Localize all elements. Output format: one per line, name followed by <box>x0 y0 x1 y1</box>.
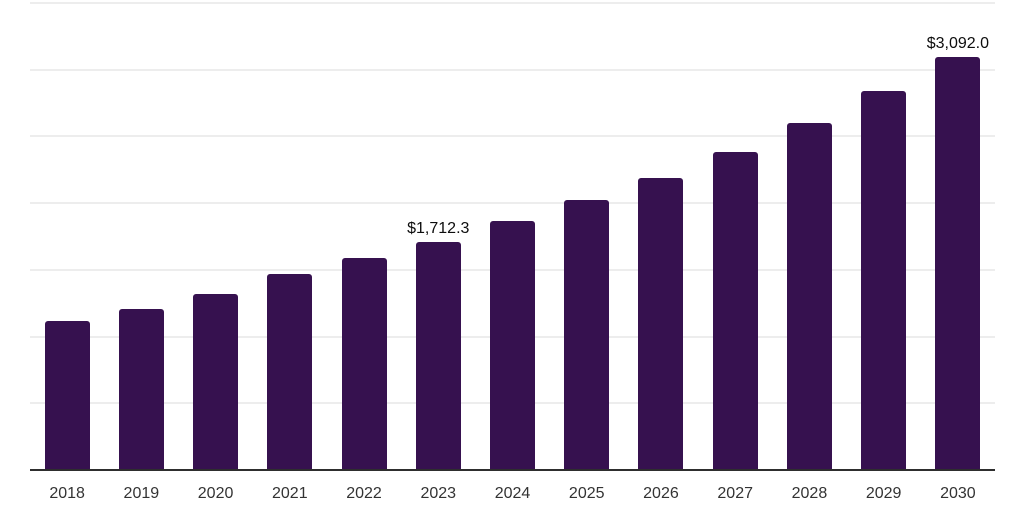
x-tick-label-2020: 2020 <box>197 485 234 502</box>
x-axis-baseline <box>30 469 995 471</box>
bar-2027 <box>712 151 758 470</box>
bar-2026 <box>638 177 684 470</box>
x-tick-label-2021: 2021 <box>272 485 308 502</box>
bar-2022 <box>341 257 387 470</box>
bar-2030 <box>935 57 981 470</box>
x-tick-label-2027: 2027 <box>717 485 753 502</box>
bar-2024 <box>490 221 535 470</box>
x-tick-label-2023: 2023 <box>420 485 457 502</box>
x-tick-label-2018: 2018 <box>49 485 85 502</box>
x-tick-label-2022: 2022 <box>346 485 382 502</box>
x-tick-label-2019: 2019 <box>123 485 160 502</box>
bar-2023 <box>415 241 461 470</box>
bar-2029 <box>861 90 907 470</box>
data-label-2030: $3,092.0 <box>926 35 990 53</box>
x-tick-label-2026: 2026 <box>643 485 679 502</box>
x-tick-label-2025: 2025 <box>568 485 605 502</box>
bar-2019 <box>118 308 164 470</box>
x-tick-label-2029: 2029 <box>865 485 902 502</box>
data-label-2023: $1,712.3 <box>407 219 470 237</box>
x-tick-label-2028: 2028 <box>791 485 828 502</box>
bar-2021 <box>267 273 313 470</box>
bar-2020 <box>193 294 239 470</box>
gridline-3500 <box>30 2 995 4</box>
gridline-2000 <box>30 202 995 205</box>
bar-2028 <box>786 122 832 470</box>
gridline-3000 <box>30 68 995 71</box>
x-tick-label-2024: 2024 <box>494 485 531 502</box>
bar-2025 <box>564 199 610 470</box>
gridline-2500 <box>30 135 995 138</box>
bar-2018 <box>44 320 90 470</box>
x-tick-label-2030: 2030 <box>940 485 976 502</box>
